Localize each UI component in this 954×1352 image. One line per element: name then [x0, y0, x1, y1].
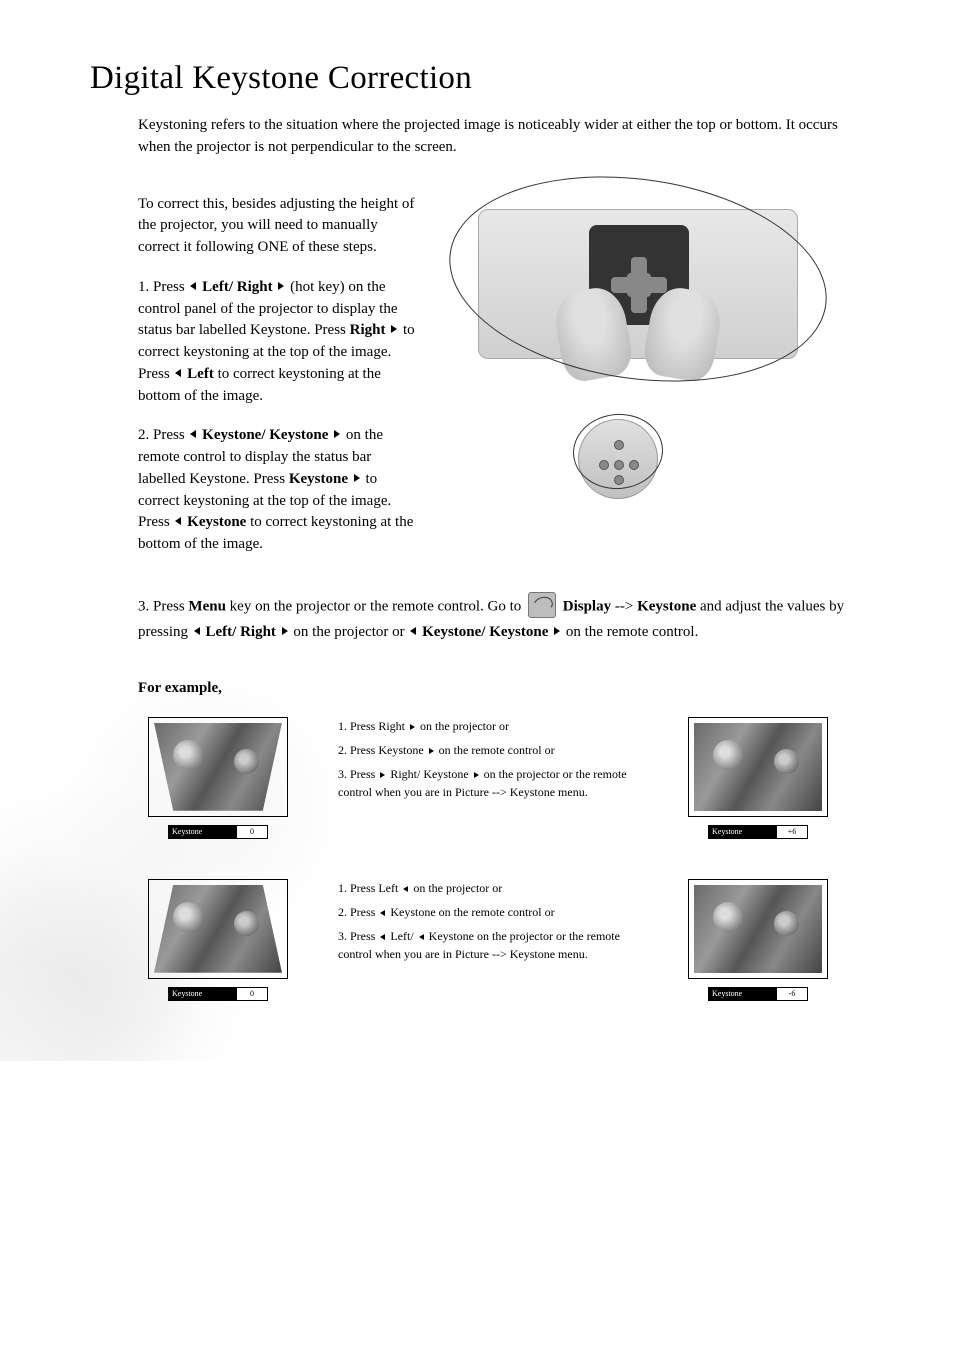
instr-l2b: Keystone on the remote control or	[387, 905, 554, 919]
left-arrow-icon	[378, 929, 387, 943]
keystone-bar-value: 0	[237, 988, 267, 1000]
right-arrow-icon	[276, 276, 286, 298]
step2-keykey: Keystone/ Keystone	[198, 427, 332, 443]
step3-leftright: Left/ Right	[202, 624, 280, 640]
step3-mid1: key on the projector or the remote contr…	[226, 598, 525, 614]
right-arrow-icon	[552, 619, 562, 643]
instr-r2: 2. Press Keystone	[338, 743, 427, 757]
step3-pre: 3. Press	[138, 598, 188, 614]
remote-figure	[578, 419, 678, 509]
left-arrow-icon	[192, 619, 202, 643]
left-arrow-icon	[401, 881, 410, 895]
keystone-bar: Keystone -6	[708, 987, 808, 1001]
left-arrow-icon	[188, 276, 198, 298]
right-arrow-icon	[408, 719, 417, 733]
instr-r3: 3. Press	[338, 767, 378, 781]
right-arrow-icon	[280, 619, 290, 643]
step-2: 2. Press Keystone/ Keystone on the remot…	[138, 425, 418, 556]
correct-intro: To correct this, besides adjusting the h…	[138, 194, 418, 259]
step3-post: on the remote control.	[562, 624, 698, 640]
step3-menu: Menu	[188, 598, 226, 614]
keystone-bar-value: 0	[237, 826, 267, 838]
instr-l1b: on the projector or	[410, 881, 502, 895]
right-arrow-icon	[332, 424, 342, 446]
instr-r3b: Right/ Keystone	[387, 767, 471, 781]
right-arrow-icon	[378, 767, 387, 781]
keystone-bar-value: -6	[777, 988, 807, 1000]
keystone-bar: Keystone 0	[168, 987, 268, 1001]
right-arrow-icon	[389, 319, 399, 341]
step3-keykey: Keystone/ Keystone	[418, 624, 552, 640]
right-arrow-icon	[427, 743, 436, 757]
instr-r1b: on the projector or	[417, 719, 509, 733]
instr-l1: 1. Press Left	[338, 881, 401, 895]
step1-right: Right	[350, 322, 390, 338]
projector-figure	[448, 179, 838, 399]
instr-l3: 3. Press	[338, 929, 378, 943]
examples-grid: Keystone 0 1. Press Right on the project…	[138, 717, 864, 1001]
step2-keyl: Keystone	[183, 514, 246, 530]
left-arrow-icon	[188, 424, 198, 446]
step1-leftright: Left/ Right	[198, 279, 276, 295]
step-3: 3. Press Menu key on the projector or th…	[138, 594, 864, 644]
right-arrow-icon	[472, 767, 481, 781]
left-arrow-icon	[378, 905, 387, 919]
left-arrow-icon	[173, 511, 183, 533]
step2-keyr: Keystone	[289, 471, 352, 487]
intro-text: Keystoning refers to the situation where…	[138, 115, 864, 159]
keystone-bar-label: Keystone	[709, 988, 777, 1000]
instructions-right: 1. Press Right on the projector or 2. Pr…	[338, 717, 638, 807]
example-after-bottomwide: Keystone -6	[678, 879, 838, 1001]
instr-l2: 2. Press	[338, 905, 378, 919]
step3-arrow: -->	[611, 598, 637, 614]
step3-keystone: Keystone	[637, 598, 696, 614]
keystone-bar-value: +6	[777, 826, 807, 838]
left-arrow-icon	[173, 363, 183, 385]
instr-r2b: on the remote control or	[436, 743, 555, 757]
keystone-bar-label: Keystone	[169, 988, 237, 1000]
left-arrow-icon	[408, 619, 418, 643]
left-arrow-icon	[417, 929, 426, 943]
keystone-bar: Keystone +6	[708, 825, 808, 839]
page-title: Digital Keystone Correction	[90, 60, 864, 97]
step3-mid3: on the projector or	[290, 624, 409, 640]
for-example-label: For example,	[138, 680, 864, 697]
step3-display: Display	[559, 598, 611, 614]
example-after-topwide: Keystone +6	[678, 717, 838, 839]
right-arrow-icon	[352, 468, 362, 490]
step1-left: Left	[183, 366, 213, 382]
instr-l3b: Left/	[387, 929, 416, 943]
instructions-left: 1. Press Left on the projector or 2. Pre…	[338, 879, 638, 969]
keystone-bar: Keystone 0	[168, 825, 268, 839]
example-before-bottomwide: Keystone 0	[138, 879, 298, 1001]
step-1: 1. Press Left/ Right (hot key) on the co…	[138, 277, 418, 408]
display-menu-icon	[528, 592, 556, 618]
keystone-bar-label: Keystone	[709, 826, 777, 838]
example-before-topwide: Keystone 0	[138, 717, 298, 839]
step1-pre: 1. Press	[138, 279, 188, 295]
instr-r1: 1. Press Right	[338, 719, 408, 733]
step2-pre: 2. Press	[138, 427, 188, 443]
keystone-bar-label: Keystone	[169, 826, 237, 838]
